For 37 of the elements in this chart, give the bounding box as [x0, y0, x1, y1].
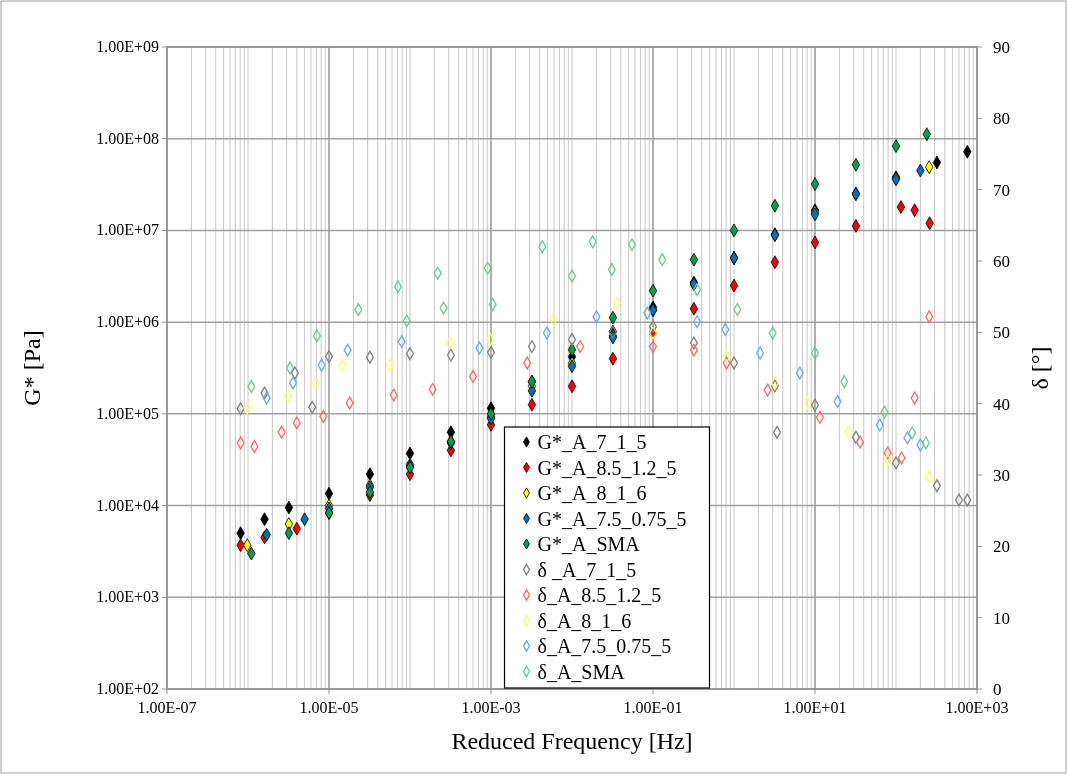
y-tick-label: 1.00E+05 [96, 404, 159, 422]
y2-tick-label: 80 [993, 109, 1010, 129]
legend-label: δ_A_8_1_6 [537, 609, 632, 632]
legend-label: G*_A_7_1_5 [537, 431, 647, 453]
x-tick-label: 1.00E+03 [945, 699, 1009, 716]
legend-label: G*_A_SMA [537, 533, 641, 555]
x-tick-label: 1.00E-07 [137, 699, 197, 716]
legend-label: G*_A_8_1_6 [537, 482, 647, 504]
legend-label: G*_A_8.5_1.2_5 [537, 456, 677, 479]
y-tick-label: 1.00E+08 [96, 129, 159, 147]
y2-tick-label: 10 [993, 608, 1010, 628]
y-tick-label: 1.00E+09 [96, 38, 159, 55]
y-tick-label: 1.00E+02 [96, 680, 159, 697]
y-tick-label: 1.00E+04 [96, 496, 159, 514]
legend-label: δ_A_SMA [537, 660, 626, 683]
x-tick-label: 1.00E+01 [783, 699, 847, 716]
y-axis-title: G* [Pa] [19, 330, 45, 406]
y2-tick-label: 50 [993, 323, 1010, 343]
y2-axis-title: δ [°] [1027, 346, 1053, 390]
x-tick-label: 1.00E-05 [299, 699, 359, 716]
legend-label: G*_A_7.5_0.75_5 [537, 507, 687, 530]
y-tick-label: 1.00E+07 [96, 221, 159, 239]
legend-label: δ _A_7_1_5 [537, 558, 637, 581]
legend-label: δ_A_7.5_0.75_5 [537, 635, 672, 657]
x-tick-label: 1.00E-03 [461, 699, 521, 716]
y2-tick-label: 0 [993, 680, 1002, 699]
y2-tick-label: 90 [993, 38, 1010, 57]
y-tick-label: 1.00E+06 [96, 313, 159, 331]
y2-tick-label: 70 [993, 180, 1010, 200]
x-tick-label: 1.00E-01 [623, 699, 683, 716]
y2-tick-label: 40 [993, 394, 1010, 414]
legend-label: δ_A_8.5_1.2_5 [537, 584, 662, 606]
y2-tick-label: 30 [993, 466, 1010, 485]
y-tick-label: 1.00E+03 [96, 588, 159, 606]
y2-tick-label: 60 [993, 252, 1010, 271]
y2-tick-label: 20 [993, 537, 1010, 557]
x-axis-title: Reduced Frequency [Hz] [451, 728, 693, 754]
